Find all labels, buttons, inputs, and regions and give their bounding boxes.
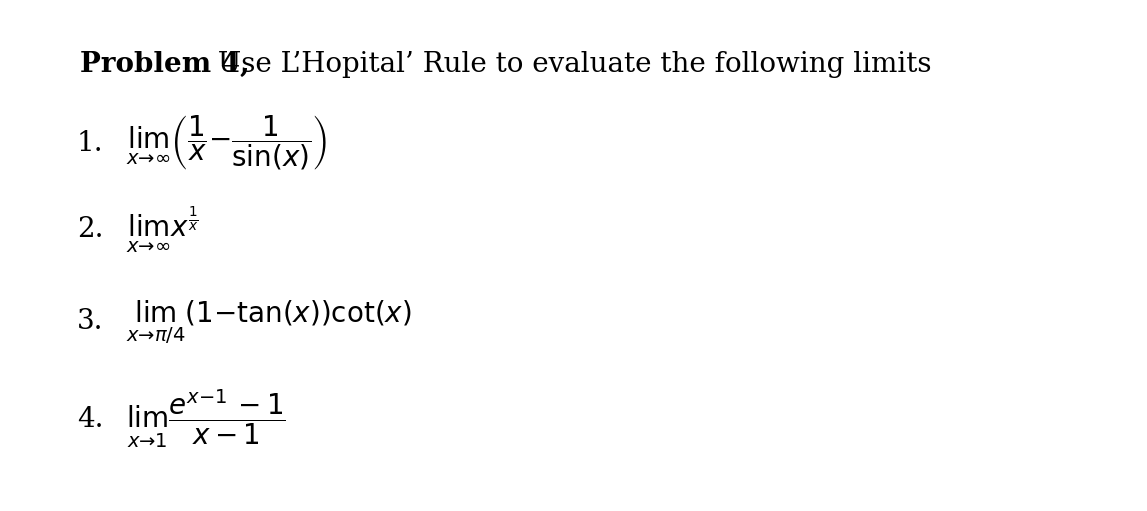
Text: 1.: 1. bbox=[77, 130, 103, 156]
Text: Use L’Hopital’ Rule to evaluate the following limits: Use L’Hopital’ Rule to evaluate the foll… bbox=[209, 51, 931, 78]
Text: $\lim_{x\rightarrow\pi/4}\left(1 - \tan(x)\right)\cot(x)$: $\lim_{x\rightarrow\pi/4}\left(1 - \tan(… bbox=[126, 298, 412, 346]
Text: $\lim_{x\rightarrow 1}\dfrac{e^{x-1}-1}{x-1}$: $\lim_{x\rightarrow 1}\dfrac{e^{x-1}-1}{… bbox=[126, 388, 286, 450]
Text: 2.: 2. bbox=[77, 217, 103, 243]
Text: Problem 4,: Problem 4, bbox=[80, 51, 250, 78]
Text: 4.: 4. bbox=[77, 406, 103, 432]
Text: $\lim_{x\rightarrow\infty} x^{\frac{1}{x}}$: $\lim_{x\rightarrow\infty} x^{\frac{1}{x… bbox=[126, 204, 198, 256]
Text: $\lim_{x\rightarrow\infty}\left(\dfrac{1}{x} - \dfrac{1}{\sin(x)}\right)$: $\lim_{x\rightarrow\infty}\left(\dfrac{1… bbox=[126, 113, 327, 173]
Text: 3.: 3. bbox=[77, 309, 103, 335]
